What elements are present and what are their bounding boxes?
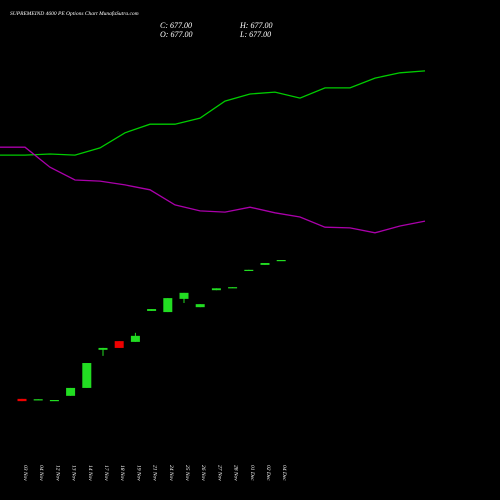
x-tick-label: 03 Nov xyxy=(22,465,28,481)
candle-body xyxy=(195,304,205,308)
candle-body xyxy=(163,298,173,313)
candle-body xyxy=(276,260,286,262)
x-tick-label: 04 Nov xyxy=(38,465,45,481)
x-tick-label: 26 Nov xyxy=(200,465,206,481)
x-tick-label: 28 Nov xyxy=(233,465,239,481)
close-label: C: 677.00 xyxy=(160,21,192,30)
candle-body xyxy=(17,398,27,402)
x-tick-label: 12 Nov xyxy=(54,465,60,481)
indicator-line xyxy=(0,146,426,234)
high-label: H: 677.00 xyxy=(239,21,272,30)
candle-body xyxy=(98,347,108,350)
chart-title: SUPREMEIND 4600 PE Options Chart MunafaS… xyxy=(10,10,139,17)
x-tick-label: 17 Nov xyxy=(103,465,109,481)
x-tick-label: 04 Dec xyxy=(281,465,288,481)
candle-body xyxy=(114,341,124,348)
x-tick-label: 24 Nov xyxy=(168,465,175,481)
x-tick-label: 14 Nov xyxy=(87,465,94,481)
candle-body xyxy=(147,309,157,311)
indicator-line xyxy=(0,70,426,156)
candle-body xyxy=(211,288,221,291)
x-tick-label: 01 Dec xyxy=(249,465,255,481)
candle-body xyxy=(49,400,59,402)
candle-body xyxy=(228,287,238,289)
x-tick-label: 02 Dec xyxy=(265,465,271,481)
x-tick-label: 21 Nov xyxy=(152,465,158,481)
x-tick-label: 27 Nov xyxy=(216,465,222,481)
candle-body xyxy=(33,399,43,401)
open-label: O: 677.00 xyxy=(160,30,192,39)
x-tick-label: 13 Nov xyxy=(71,465,77,481)
low-label: L: 677.00 xyxy=(239,30,271,39)
candle-body xyxy=(82,363,92,388)
candle-body xyxy=(244,269,254,272)
candle-body xyxy=(130,335,140,342)
candle-body xyxy=(260,263,270,265)
candle-body xyxy=(66,387,76,396)
x-tick-label: 19 Nov xyxy=(135,465,141,481)
x-tick-label: 18 Nov xyxy=(119,465,125,481)
candle-body xyxy=(179,292,189,299)
x-tick-label: 25 Nov xyxy=(184,465,190,481)
